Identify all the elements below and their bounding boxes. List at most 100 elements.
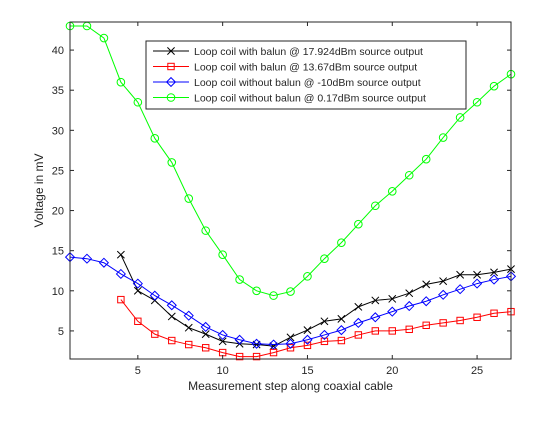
data-point: [303, 272, 312, 281]
data-point: [117, 295, 125, 304]
data-point: [286, 287, 295, 296]
legend-marker: [167, 47, 175, 55]
data-point: [150, 134, 160, 143]
data-point: [438, 289, 449, 300]
data-point: [185, 340, 193, 349]
data-point: [405, 289, 414, 298]
data-point: [472, 97, 482, 107]
data-point: [354, 331, 363, 339]
legend-marker: [167, 62, 175, 71]
y-tick-label: 15: [52, 246, 64, 258]
data-point: [405, 325, 413, 334]
x-axis-title: Measurement step along coaxial cable: [188, 379, 393, 393]
data-point: [422, 321, 430, 330]
data-point: [217, 329, 228, 341]
y-tick-label: 10: [52, 286, 64, 298]
data-point: [184, 323, 193, 332]
data-point: [269, 342, 278, 351]
data-point: [337, 336, 346, 345]
legend-label: Loop coil without balun @ 0.17dBm source…: [194, 93, 426, 105]
data-point: [234, 334, 245, 345]
data-point: [252, 352, 261, 361]
data-point: [235, 352, 244, 361]
data-point: [115, 268, 126, 280]
data-point: [302, 334, 313, 345]
data-point: [353, 317, 364, 329]
data-point: [388, 294, 397, 303]
data-point: [354, 302, 363, 311]
x-tick-label: 5: [135, 365, 141, 377]
data-point: [422, 280, 431, 289]
data-point: [455, 284, 466, 295]
data-point: [235, 275, 244, 284]
data-point: [303, 341, 312, 350]
data-point: [99, 33, 109, 43]
data-point: [337, 238, 346, 247]
data-point: [490, 268, 498, 277]
data-point: [268, 339, 279, 350]
series-line: [120, 254, 512, 347]
data-point: [439, 277, 448, 286]
data-point: [98, 257, 110, 268]
data-point: [438, 133, 448, 142]
data-point: [218, 337, 227, 346]
y-tick-label: 30: [52, 125, 64, 137]
legend-item: Loop coil without balun @ 0.17dBm source…: [153, 93, 426, 105]
data-point: [488, 274, 500, 285]
data-point: [201, 344, 210, 352]
data-point: [421, 154, 431, 164]
data-point: [319, 329, 330, 341]
data-point: [218, 250, 227, 259]
data-point: [354, 219, 363, 229]
series-line: [69, 256, 512, 346]
data-point: [132, 278, 143, 289]
data-point: [337, 314, 346, 323]
ticks-layer: 5 10 15 20 25 5 10 15 20 25 30 35 40: [52, 22, 511, 377]
data-point: [151, 330, 159, 338]
data-point: [404, 300, 415, 312]
data-point: [387, 187, 397, 196]
data-point: [439, 319, 447, 327]
data-point: [336, 325, 347, 336]
data-point: [371, 327, 380, 335]
data-point: [370, 312, 381, 323]
data-point: [489, 81, 499, 91]
data-point: [200, 321, 211, 333]
data-point: [473, 270, 482, 279]
legend-item: Loop coil with balun @ 17.924dBm source …: [153, 46, 423, 58]
data-point: [116, 77, 126, 87]
data-point: [133, 286, 142, 295]
data-point: [285, 338, 296, 349]
data-point: [184, 194, 194, 203]
data-point: [116, 250, 125, 259]
data-point: [167, 158, 177, 167]
data-point: [421, 296, 432, 307]
legend-label: Loop coil with balun @ 17.924dBm source …: [194, 46, 423, 58]
data-point: [404, 170, 414, 180]
data-point: [167, 312, 176, 321]
data-point: [201, 330, 210, 339]
y-tick-label: 35: [52, 85, 64, 97]
series-line: [70, 25, 512, 297]
data-point: [133, 97, 143, 107]
data-point: [320, 317, 329, 326]
data-point: [320, 337, 329, 346]
y-axis-title: Voltage in mV: [32, 153, 46, 227]
data-point: [371, 296, 380, 305]
legend-box: [145, 40, 467, 110]
legend-item: Loop coil without balun @ -10dBm source …: [153, 76, 421, 89]
legend-label: Loop coil without balun @ -10dBm source …: [194, 77, 421, 89]
data-point: [455, 113, 465, 122]
legend-marker: [165, 76, 177, 88]
data-point: [286, 344, 295, 352]
data-point: [269, 291, 278, 300]
data-point: [456, 270, 465, 279]
data-point: [201, 226, 210, 235]
data-point: [166, 300, 177, 311]
data-point: [286, 333, 295, 342]
x-tick-label: 25: [471, 365, 483, 377]
data-point: [81, 253, 93, 264]
data-point: [134, 317, 142, 325]
